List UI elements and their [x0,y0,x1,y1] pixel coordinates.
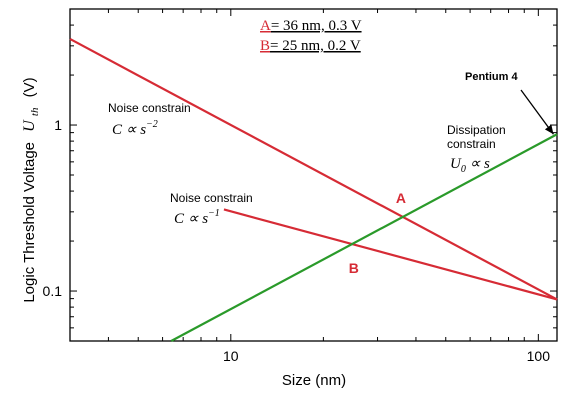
y-axis-label-text: Logic Threshold Voltage [21,142,38,303]
y-tick-label: 0.1 [43,283,63,299]
diss-title-2: constrain [447,137,496,151]
series-line-2 [223,208,558,301]
dissipation-constrain: Dissipation constrain U0 ∝ s [447,123,506,175]
legend-text-a: = 36 nm, 0.3 V [271,18,362,34]
legend-text-b: = 25 nm, 0.2 V [270,38,361,54]
legend-letter-b: B [260,38,270,54]
point-label-a: A [396,190,406,206]
svg-text:Logic Threshold Voltage: Logic Threshold Voltage U th (V) [21,77,42,302]
y-axis-label-symbol: U [21,119,38,132]
pentium-arrow-head [544,124,554,135]
pentium-arrow-shaft [520,89,554,135]
diss-title-1: Dissipation [447,123,506,137]
diss-formula: U0 ∝ s [450,156,490,175]
legend-entry-b: B= 25 nm, 0.2 V [260,38,361,54]
axis-ticks: 10 100 0.1 1 [43,8,557,364]
series-line-3 [170,133,558,342]
pentium-annotation: Pentium 4 [465,71,554,135]
legend-letter-a: A [260,18,271,34]
plot-frame [69,8,558,342]
y-axis-label-sub: th [29,107,41,116]
noise-constrain-1: Noise constrain C ∝ s−2 [108,101,191,138]
y-axis-label-unit: (V) [21,77,38,97]
noise2-formula: C ∝ s−1 [174,208,220,227]
pentium-arrow [520,89,554,135]
point-label-b: B [349,260,359,276]
x-tick-label: 100 [527,348,551,364]
series-lines [69,37,558,342]
x-axis-label: Size (nm) [282,372,346,389]
legend-entry-a: A= 36 nm, 0.3 V [260,18,362,34]
noise-constrain-2: Noise constrain C ∝ s−1 [170,191,253,227]
x-tick-label: 10 [223,348,239,364]
noise1-title: Noise constrain [108,101,191,115]
legend: A= 36 nm, 0.3 V B= 25 nm, 0.2 V [260,18,362,54]
noise2-title: Noise constrain [170,191,253,205]
series-line-1 [69,37,558,301]
y-tick-label: 1 [54,117,62,133]
noise1-formula: C ∝ s−2 [112,119,158,138]
y-axis-label: Logic Threshold Voltage U th (V) [21,77,42,302]
pentium-label: Pentium 4 [465,71,518,83]
